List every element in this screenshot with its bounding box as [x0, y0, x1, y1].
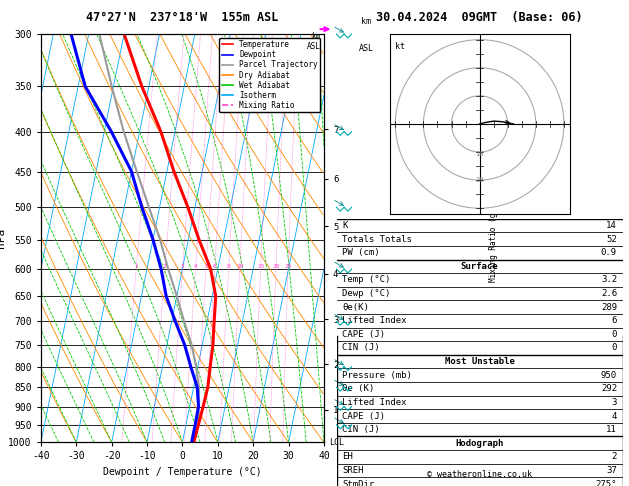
Text: 6: 6	[611, 316, 617, 325]
Text: km: km	[362, 17, 371, 26]
Text: Totals Totals: Totals Totals	[342, 235, 412, 243]
Text: 3: 3	[611, 398, 617, 407]
Text: 8: 8	[226, 264, 230, 269]
Text: Most Unstable: Most Unstable	[445, 357, 515, 366]
Text: 47°27'N  237°18'W  155m ASL: 47°27'N 237°18'W 155m ASL	[86, 11, 279, 23]
Text: CIN (J): CIN (J)	[342, 344, 380, 352]
Text: 20: 20	[476, 177, 484, 183]
Text: Lifted Index: Lifted Index	[342, 316, 407, 325]
Text: Temp (°C): Temp (°C)	[342, 276, 391, 284]
Text: 2: 2	[611, 452, 617, 461]
Text: 950: 950	[601, 371, 617, 380]
Text: EH: EH	[342, 452, 353, 461]
Text: Lifted Index: Lifted Index	[342, 398, 407, 407]
Text: 10: 10	[476, 151, 484, 156]
Text: 20: 20	[272, 264, 280, 269]
Text: © weatheronline.co.uk: © weatheronline.co.uk	[427, 469, 532, 479]
Text: 14: 14	[606, 221, 617, 230]
Text: θe(K): θe(K)	[342, 303, 369, 312]
Text: 4: 4	[611, 412, 617, 420]
Text: 0: 0	[611, 330, 617, 339]
Text: PW (cm): PW (cm)	[342, 248, 380, 257]
X-axis label: Dewpoint / Temperature (°C): Dewpoint / Temperature (°C)	[103, 467, 262, 477]
Legend: Temperature, Dewpoint, Parcel Trajectory, Dry Adiabat, Wet Adiabat, Isotherm, Mi: Temperature, Dewpoint, Parcel Trajectory…	[220, 38, 320, 112]
Text: kt: kt	[395, 42, 405, 52]
Text: 292: 292	[601, 384, 617, 393]
Text: 289: 289	[601, 303, 617, 312]
Text: 30.04.2024  09GMT  (Base: 06): 30.04.2024 09GMT (Base: 06)	[376, 11, 583, 23]
Text: km
ASL: km ASL	[307, 32, 321, 51]
Text: 2.6: 2.6	[601, 289, 617, 298]
Text: 5: 5	[204, 264, 208, 269]
Text: SREH: SREH	[342, 466, 364, 475]
Text: 6: 6	[213, 264, 216, 269]
Text: 0: 0	[611, 344, 617, 352]
Text: Mixing Ratio (g/kg): Mixing Ratio (g/kg)	[489, 194, 498, 282]
Text: CIN (J): CIN (J)	[342, 425, 380, 434]
Text: 37: 37	[606, 466, 617, 475]
Text: Surface: Surface	[461, 262, 498, 271]
Text: Hodograph: Hodograph	[455, 439, 504, 448]
Text: 3: 3	[181, 264, 184, 269]
Text: 15: 15	[257, 264, 264, 269]
Text: LCL: LCL	[330, 438, 345, 447]
Text: CAPE (J): CAPE (J)	[342, 412, 385, 420]
Text: ASL: ASL	[359, 44, 374, 53]
Text: 2: 2	[163, 264, 167, 269]
Text: 275°: 275°	[596, 480, 617, 486]
Text: Pressure (mb): Pressure (mb)	[342, 371, 412, 380]
Text: 0.9: 0.9	[601, 248, 617, 257]
Text: 1: 1	[134, 264, 138, 269]
Text: 52: 52	[606, 235, 617, 243]
Text: 4: 4	[194, 264, 198, 269]
Y-axis label: hPa: hPa	[0, 228, 6, 248]
Text: 3.2: 3.2	[601, 276, 617, 284]
Text: 10: 10	[236, 264, 243, 269]
Text: 25: 25	[284, 264, 292, 269]
Text: K: K	[342, 221, 348, 230]
Text: θe (K): θe (K)	[342, 384, 374, 393]
Text: Dewp (°C): Dewp (°C)	[342, 289, 391, 298]
Text: 11: 11	[606, 425, 617, 434]
Text: StmDir: StmDir	[342, 480, 374, 486]
Text: CAPE (J): CAPE (J)	[342, 330, 385, 339]
